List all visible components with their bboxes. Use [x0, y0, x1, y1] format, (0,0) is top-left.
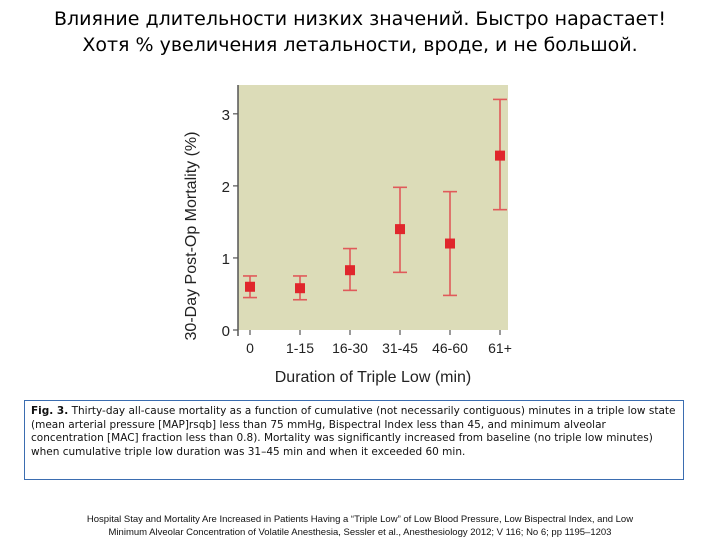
data-point: [345, 265, 355, 276]
data-point: [495, 150, 505, 161]
data-point: [295, 283, 305, 294]
slide-title-line-1: Влияние длительности низких значений. Бы…: [54, 8, 666, 30]
x-tick-label: 31-45: [382, 340, 418, 356]
slide-title: Влияние длительности низких значений. Бы…: [0, 6, 720, 58]
data-point: [445, 238, 455, 249]
figure-caption-text: Thirty-day all-cause mortality as a func…: [31, 405, 676, 458]
x-tick-label: 16-30: [332, 340, 368, 356]
x-axis-label: Duration of Triple Low (min): [275, 369, 472, 386]
figure-caption-label: Fig. 3.: [31, 405, 69, 417]
citation-line-1: Hospital Stay and Mortality Are Increase…: [86, 514, 634, 525]
data-point: [245, 281, 255, 292]
tick-labels: 0 1 2 3 0 1-15 16-30 31-45 46-60 61+: [222, 107, 512, 356]
x-tick-label: 1-15: [286, 340, 314, 356]
plot-area: [238, 85, 508, 330]
x-tick-label: 61+: [488, 340, 512, 356]
figure-caption: Fig. 3. Thirty-day all-cause mortality a…: [24, 400, 684, 480]
axes: [233, 85, 501, 336]
y-axis-label: 30-Day Post-Op Mortality (%): [183, 132, 200, 341]
y-tick-label: 1: [222, 251, 230, 268]
y-tick-label: 3: [222, 107, 230, 124]
y-tick-label: 0: [222, 323, 230, 340]
mortality-chart: 0 1 2 3 0 1-15 16-30 31-45 46-60 61+ Duration of …: [183, 85, 512, 386]
citation: Hospital Stay and Mortality Are Increase…: [0, 513, 720, 539]
data-point: [395, 224, 405, 235]
y-tick-label: 2: [222, 179, 230, 196]
data-marks: [243, 98, 507, 301]
citation-line-2: Minimum Alveolar Concentration of Volati…: [108, 527, 612, 538]
x-tick-label: 0: [246, 340, 254, 356]
slide-title-line-2: Хотя % увеличения летальности, вроде, и …: [82, 34, 638, 56]
x-tick-label: 46-60: [432, 340, 468, 356]
